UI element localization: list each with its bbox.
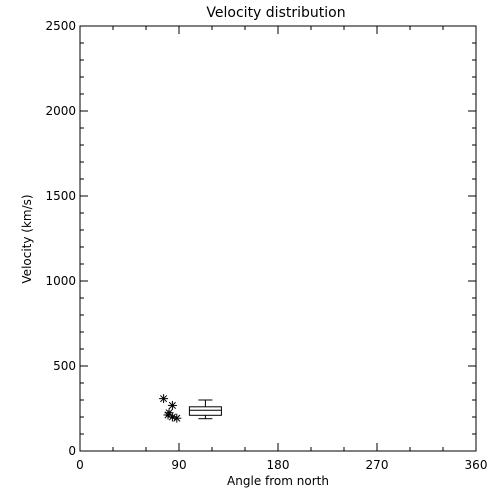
data-point [172, 413, 182, 423]
point-stroke [160, 395, 168, 403]
x-tick-label: 270 [366, 458, 389, 472]
point-stroke [173, 414, 181, 422]
x-axis-label: Angle from north [227, 474, 329, 488]
x-tick-label: 90 [171, 458, 186, 472]
x-tick-label: 360 [465, 458, 488, 472]
axis-ticks [79, 25, 477, 452]
data-point [159, 394, 169, 404]
y-tick-label: 1500 [45, 189, 76, 203]
point-stroke [168, 401, 176, 409]
plot-area [79, 25, 477, 452]
y-tick-label: 1000 [45, 274, 76, 288]
chart-title: Velocity distribution [206, 5, 345, 21]
x-tick-label: 0 [76, 458, 84, 472]
point-stroke [164, 411, 172, 419]
point-stroke [168, 413, 176, 421]
y-axis-label: Velocity (km/s) [20, 194, 34, 283]
tick-labels: 0 90 180 270 360 0 500 1000 1500 2000 2500 [45, 19, 487, 472]
box-iqr [188, 406, 222, 416]
data-point [167, 400, 177, 410]
y-tick-label: 2000 [45, 104, 76, 118]
y-tick-label: 2500 [45, 19, 76, 33]
x-tick-label: 180 [267, 458, 290, 472]
y-tick-label: 500 [53, 359, 76, 373]
data-marks [159, 394, 222, 423]
box-plot [188, 399, 222, 420]
y-tick-label: 0 [68, 444, 76, 458]
